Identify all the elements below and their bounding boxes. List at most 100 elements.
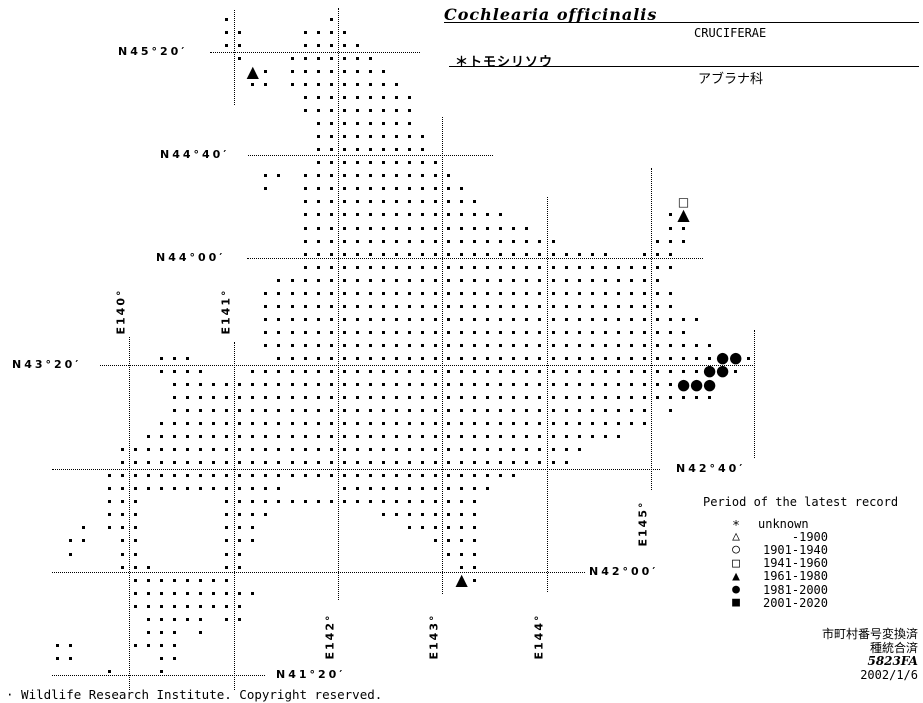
mesh-dot: [159, 604, 163, 608]
mesh-dot: [538, 239, 542, 243]
mesh-dot: [407, 96, 411, 100]
mesh-dot: [629, 422, 633, 426]
mesh-dot: [394, 83, 398, 86]
mesh-dot: [642, 278, 646, 282]
mesh-dot: [590, 278, 594, 282]
mesh-dot: [407, 435, 411, 439]
mesh-dot: [407, 317, 411, 321]
mesh-dot: [225, 565, 229, 569]
mesh-dot: [394, 396, 398, 399]
mesh-dot: [473, 422, 477, 426]
mesh-dot: [394, 513, 398, 517]
mesh-dot: [264, 70, 268, 73]
mesh-dot: [355, 148, 359, 152]
mesh-dot: [329, 187, 333, 191]
mesh-dot: [538, 252, 542, 256]
mesh-dot: [655, 383, 659, 386]
mesh-dot: [368, 148, 372, 152]
mesh-dot: [225, 591, 229, 595]
mesh-dot: [355, 70, 359, 73]
mesh-dot: [434, 500, 437, 504]
mesh-dot: [642, 304, 646, 308]
mesh-dot: [212, 435, 216, 439]
mesh-dot: [212, 409, 216, 412]
mesh-dot: [564, 317, 568, 321]
mesh-dot: [173, 643, 176, 647]
mesh-dot: [708, 396, 712, 399]
mesh-dot: [394, 213, 398, 217]
mesh-dot: [381, 435, 385, 439]
mesh-dot: [460, 474, 464, 478]
mesh-dot: [225, 30, 229, 34]
mesh-dot: [460, 409, 464, 412]
mesh-dot: [603, 435, 607, 439]
mesh-dot: [525, 330, 529, 334]
mesh-dot: [238, 448, 242, 452]
mesh-dot: [577, 383, 581, 386]
mesh-dot: [173, 369, 176, 373]
mesh-dot: [642, 291, 646, 295]
mesh-dot: [538, 422, 542, 426]
mesh-dot: [577, 278, 581, 282]
legend-item-label: unknown: [758, 516, 809, 531]
mesh-dot: [264, 330, 268, 334]
mesh-dot: [342, 356, 346, 360]
mesh-dot: [538, 317, 542, 321]
mesh-dot: [655, 356, 659, 360]
mesh-dot: [381, 461, 385, 465]
mesh-dot: [290, 396, 294, 399]
mesh-dot: [290, 343, 294, 347]
circle-open-icon: ○: [732, 542, 740, 558]
mesh-dot: [473, 435, 477, 439]
mesh-dot: [473, 487, 477, 491]
mesh-dot: [486, 356, 490, 360]
mesh-dot: [186, 435, 190, 439]
mesh-dot: [199, 461, 203, 465]
mesh-dot: [551, 435, 555, 439]
mesh-dot: [460, 448, 464, 452]
mesh-dot: [447, 200, 451, 204]
mesh-dot: [434, 526, 437, 530]
mesh-dot: [434, 330, 437, 334]
mesh-dot: [355, 383, 359, 386]
mesh-dot: [473, 343, 477, 347]
mesh-dot: [368, 122, 372, 126]
mesh-dot: [616, 396, 620, 399]
mesh-dot: [316, 500, 320, 504]
mesh-dot: [642, 317, 646, 321]
longitude-label: E141°: [219, 288, 233, 335]
mesh-dot: [421, 213, 424, 217]
mesh-dot: [642, 422, 646, 426]
mesh-dot: [316, 422, 320, 426]
mesh-dot: [682, 343, 685, 347]
mesh-dot: [499, 383, 503, 386]
mesh-dot: [486, 278, 490, 282]
mesh-dot: [342, 174, 346, 178]
mesh-dot: [225, 461, 229, 465]
mesh-dot: [329, 109, 333, 113]
mesh-dot: [238, 396, 242, 399]
mesh-dot: [682, 239, 685, 243]
mesh-dot: [407, 369, 411, 373]
mesh-dot: [212, 591, 216, 595]
mesh-dot: [120, 539, 124, 543]
mesh-dot: [564, 461, 568, 465]
mesh-dot: [642, 369, 646, 373]
mesh-dot: [512, 474, 516, 478]
mesh-dot: [329, 161, 333, 165]
mesh-dot: [407, 200, 411, 204]
mesh-dot: [316, 70, 320, 73]
mesh-dot: [342, 409, 346, 412]
mesh-dot: [251, 461, 255, 465]
mesh-dot: [120, 552, 124, 556]
mesh-dot: [381, 109, 385, 113]
mesh-dot: [159, 643, 163, 647]
mesh-dot: [682, 396, 685, 399]
mesh-dot: [394, 200, 398, 204]
mesh-dot: [381, 70, 385, 73]
mesh-dot: [447, 265, 451, 269]
mesh-dot: [277, 383, 281, 386]
mesh-dot: [381, 396, 385, 399]
mesh-dot: [159, 591, 163, 595]
mesh-dot: [68, 643, 72, 647]
